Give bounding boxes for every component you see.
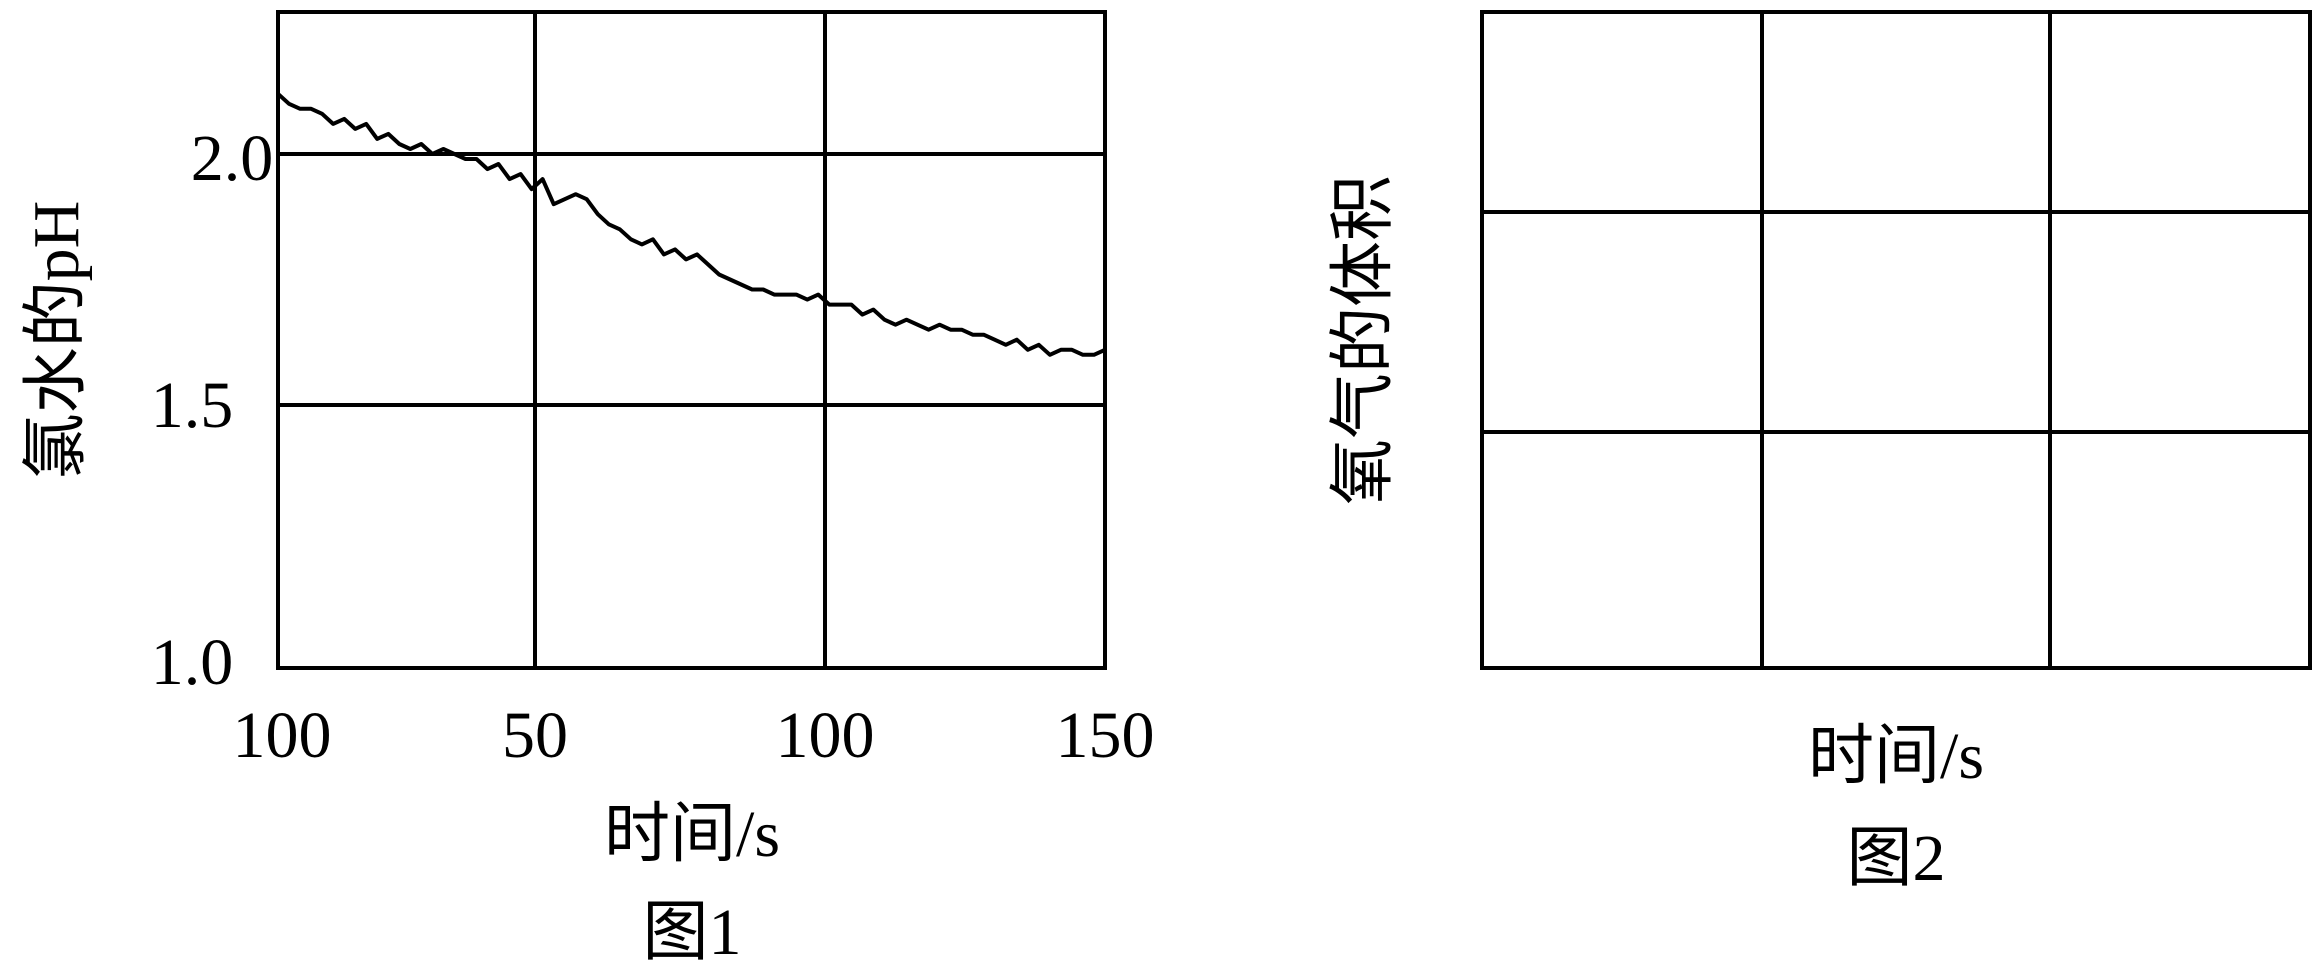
chart1-xtick-label: 150	[1056, 699, 1155, 772]
chart1: 2.0 1.5 1.0 100 50 100 150 氯水的pH 时间/s 图1	[20, 10, 1155, 969]
chart1-ytick-label: 1.0	[151, 626, 234, 699]
chart1-xlabel: 时间/s	[604, 798, 780, 871]
chart2-figure-label: 图2	[1847, 822, 1946, 895]
chart2: 氧气的体积 时间/s 图2	[1327, 10, 2312, 895]
chart1-ylabel: 氯水的pH	[20, 201, 93, 480]
chart1-frame	[276, 10, 1107, 670]
chart1-ytick-label: 1.5	[151, 369, 234, 442]
chart1-xtick-label: 50	[502, 699, 568, 772]
chart1-figure-label: 图1	[643, 896, 742, 969]
chart2-frame	[1480, 10, 2312, 670]
chart1-xtick-label: 100	[776, 699, 875, 772]
chart2-ylabel: 氧气的体积	[1327, 175, 1400, 505]
chart1-series-line	[276, 92, 1106, 357]
chart2-xlabel: 时间/s	[1808, 720, 1984, 793]
chart1-xtick-label: 100	[233, 699, 332, 772]
chart1-ytick-label: 2.0	[191, 122, 274, 195]
